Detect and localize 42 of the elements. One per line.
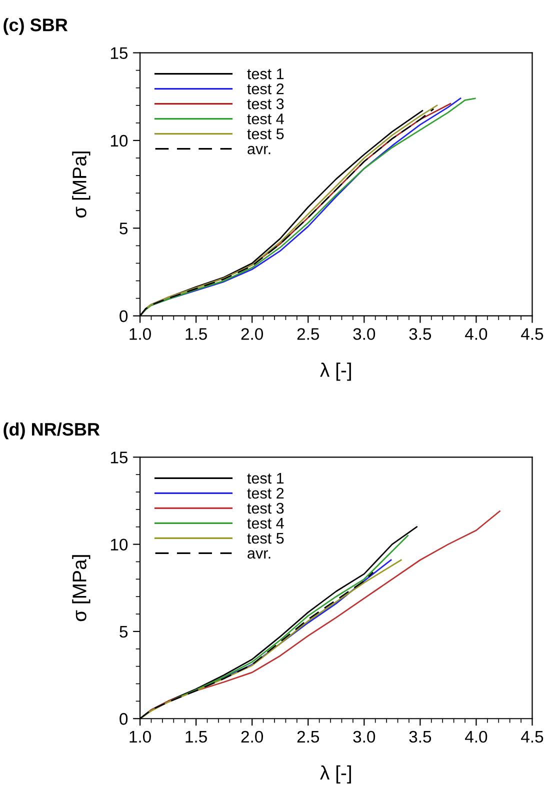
x-tick-label: 2.5 xyxy=(297,730,320,743)
x-tick-label: 1.0 xyxy=(130,328,151,340)
x-tick-label: 4.5 xyxy=(521,731,544,743)
x-tick-label: 4.5 xyxy=(521,328,544,340)
x-tick-label: 2.0 xyxy=(241,730,264,743)
x-tick-label: 3.0 xyxy=(353,328,376,340)
x-axis-title: λ [-] xyxy=(320,765,351,784)
y-tick-label: 10 xyxy=(110,134,128,147)
y-tick-label: 5 xyxy=(120,222,128,234)
x-tick-label: 2.5 xyxy=(297,328,320,340)
x-tick-label: 3.5 xyxy=(409,730,432,743)
y-axis-title: σ [MPa] xyxy=(72,152,90,218)
y-tick-label: 15 xyxy=(110,47,128,59)
legend-label: avr. xyxy=(248,146,270,154)
x-tick-label: 1.5 xyxy=(186,328,207,340)
x-tick-label: 2.0 xyxy=(241,328,264,340)
legend-label: test 2 xyxy=(247,83,284,94)
legend-label: test 5 xyxy=(247,533,284,544)
y-tick-label: 0 xyxy=(120,713,128,725)
y-tick-label: 10 xyxy=(110,538,128,551)
legend-label: test 3 xyxy=(247,98,284,110)
legend-label: test 4 xyxy=(247,518,284,529)
legend-label: avr. xyxy=(248,550,270,559)
y-tick-label: 0 xyxy=(120,310,128,322)
x-tick-label: 1.5 xyxy=(186,731,207,743)
y-axis-title: σ [MPa] xyxy=(72,555,90,622)
legend-label: test 1 xyxy=(247,472,284,484)
y-tick-label: 15 xyxy=(110,452,128,464)
x-tick-label: 1.0 xyxy=(130,730,151,743)
legend-label: test 2 xyxy=(247,488,284,499)
chart-title: (c) SBR xyxy=(4,18,68,35)
x-tick-label: 4.0 xyxy=(465,730,488,743)
chart-title: (d) NR/SBR xyxy=(4,422,100,440)
legend-label: test 1 xyxy=(247,68,284,80)
x-tick-label: 3.5 xyxy=(409,328,432,340)
legend-label: test 4 xyxy=(247,114,284,124)
x-tick-label: 4.0 xyxy=(465,328,488,340)
x-axis-title: λ [-] xyxy=(320,362,351,381)
legend-label: test 3 xyxy=(247,502,284,514)
y-tick-label: 5 xyxy=(120,626,128,638)
x-tick-label: 3.0 xyxy=(353,730,376,743)
legend-label: test 5 xyxy=(247,128,284,140)
